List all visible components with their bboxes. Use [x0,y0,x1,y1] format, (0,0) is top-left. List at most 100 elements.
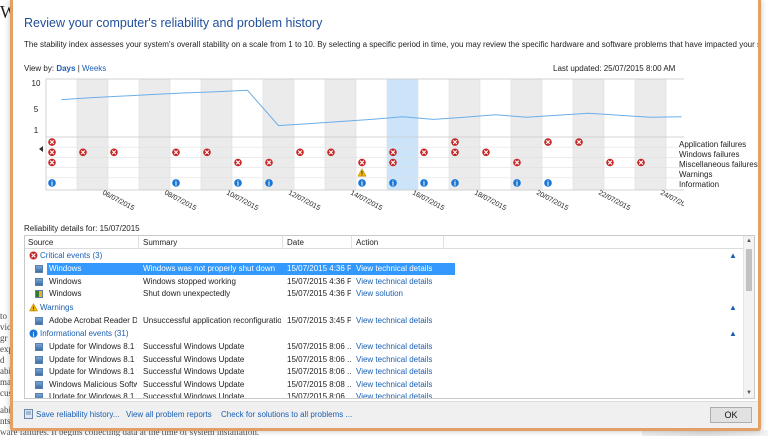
chart-day-column[interactable] [387,79,418,190]
save-history-link[interactable]: Save reliability history... [36,410,120,419]
information-icon[interactable] [265,179,273,187]
view-days-link[interactable]: Days [56,64,76,73]
scroll-up-icon[interactable]: ▲ [746,238,752,244]
information-icon[interactable] [172,179,180,187]
chart-day-column[interactable] [170,79,201,190]
group-header[interactable]: ! Warnings ▲ [25,302,743,314]
details-scrollbar[interactable]: ▲ ▼ [743,236,754,398]
row-action-link[interactable]: View technical details [356,315,433,325]
row-source: Update for Windows 8.1 f... [49,392,137,399]
information-icon-glyph: i [175,180,177,188]
row-action-link[interactable]: View technical details [356,379,433,389]
chart-day-column[interactable] [46,79,77,190]
background-blur [642,430,768,436]
column-date[interactable]: Date [287,238,304,247]
information-icon[interactable] [420,179,428,187]
group-header[interactable]: i Informational events (31) ▲ [25,328,743,340]
misc-failure-icon-glyph [235,160,241,165]
chart-day-column[interactable] [232,79,263,190]
table-row[interactable]: Update for Windows 8.1 f... Successful Wi… [25,366,743,378]
table-row[interactable]: Update for Windows 8.1 f... Successful Wi… [25,391,743,399]
group-label: Informational events (31) [40,329,129,338]
group-label: Warnings [40,302,74,312]
information-icon[interactable] [48,179,56,187]
row-action-link[interactable]: View technical details [356,367,433,376]
chart-day-column[interactable] [201,79,232,190]
error-icon [29,251,38,260]
warning-icon: ! [29,302,38,312]
stability-chart[interactable]: 10 5 1! i i i i i i i i i i 06/07/2015 08/07/2015 10/07… [24,77,684,220]
chart-day-column[interactable] [108,79,139,190]
information-icon[interactable] [451,179,459,187]
chart-day-column[interactable] [666,79,684,190]
chart-day-column[interactable] [511,79,542,190]
table-row[interactable]: Windows Malicious Softw... Successful Win… [25,379,743,391]
chart-day-column[interactable] [139,79,170,190]
scroll-thumb[interactable] [746,249,752,291]
app-window-icon [35,265,43,273]
information-icon[interactable] [358,179,366,187]
scroll-down-icon[interactable]: ▼ [746,390,752,396]
table-row[interactable]: Adobe Acrobat Reader DC Unsuccessful appl… [25,315,743,327]
view-separator: | [77,64,80,73]
chart-day-column[interactable] [294,79,325,190]
row-action-link[interactable]: View technical details [356,276,433,286]
background-fragment: mai [0,377,10,387]
update-icon [35,380,43,389]
background-fragment: abi [0,405,10,415]
row-action-link[interactable]: View technical details [356,264,433,273]
collapse-icon[interactable]: ▲ [729,251,737,260]
update-icon [35,343,43,351]
column-summary[interactable]: Summary [143,238,178,247]
table-row[interactable]: Windows Shut down unexpectedly 15/07/2015 … [25,288,743,300]
collapse-icon[interactable]: ▲ [729,329,737,338]
group-header[interactable]: Critical events (3) ▲ [25,250,743,262]
chart-day-column[interactable] [542,79,573,190]
warning-icon-glyph: ! [361,172,363,178]
view-all-reports-link[interactable]: View all problem reports [126,410,212,419]
information-icon[interactable] [389,179,397,187]
x-tick-label: 20/07/2015 [535,190,569,213]
row-source: Update for Windows 8.1 f... [49,367,137,376]
information-icon[interactable] [513,179,521,187]
legend-entry: Application failures [679,140,747,149]
page-description: The stability index assesses your system… [24,40,761,49]
information-icon-glyph: i [516,180,518,188]
table-row[interactable]: Windows Windows was not properly shut dow… [25,263,743,275]
row-action-link[interactable]: View technical details [356,342,433,351]
chart-day-column[interactable] [480,79,511,190]
warning-icon[interactable] [357,168,367,177]
ok-button[interactable]: OK [710,407,752,423]
chart-day-column[interactable] [573,79,604,190]
row-action-link[interactable]: View solution [356,289,403,298]
table-row[interactable]: Update for Windows 8.1 f... Successful Wi… [25,341,743,353]
check-solutions-link[interactable]: Check for solutions to all problems ... [221,410,353,419]
collapse-icon[interactable]: ▲ [729,302,737,312]
chart-day-column[interactable] [635,79,666,190]
stability-chart-svg[interactable]: 10 5 1! i i i i i i i i i i 06/07/2015 08/07/2015 10/07… [24,77,684,220]
table-row[interactable]: Windows Windows stopped working 15/07/2015… [25,276,743,288]
chart-scroll-left-icon[interactable] [39,146,43,152]
view-by: View by: Days | Weeks [24,64,106,73]
chart-day-column[interactable] [449,79,480,190]
row-action-link[interactable]: View technical details [356,392,433,399]
background-fragment: vid [0,322,10,332]
legend-entry: Miscellaneous failures [679,160,758,169]
chart-day-column[interactable] [77,79,108,190]
information-icon[interactable] [544,179,552,187]
windows-failure-icon-glyph [390,150,396,155]
chart-day-column[interactable] [418,79,449,190]
view-weeks-link[interactable]: Weeks [82,64,107,73]
background-fragment: nts [0,416,10,426]
chart-day-column[interactable] [263,79,294,190]
table-row[interactable]: Update for Windows 8.1 f... Successful Wi… [25,354,743,366]
column-source[interactable]: Source [28,238,54,247]
x-tick-label: 08/07/2015 [163,190,197,213]
information-icon-glyph: i [392,180,394,188]
column-action[interactable]: Action [356,238,379,247]
chart-day-column[interactable] [325,79,356,190]
chart-day-column[interactable] [604,79,635,190]
row-action-link[interactable]: View technical details [356,354,433,364]
update-icon [35,355,43,364]
information-icon[interactable] [234,179,242,187]
